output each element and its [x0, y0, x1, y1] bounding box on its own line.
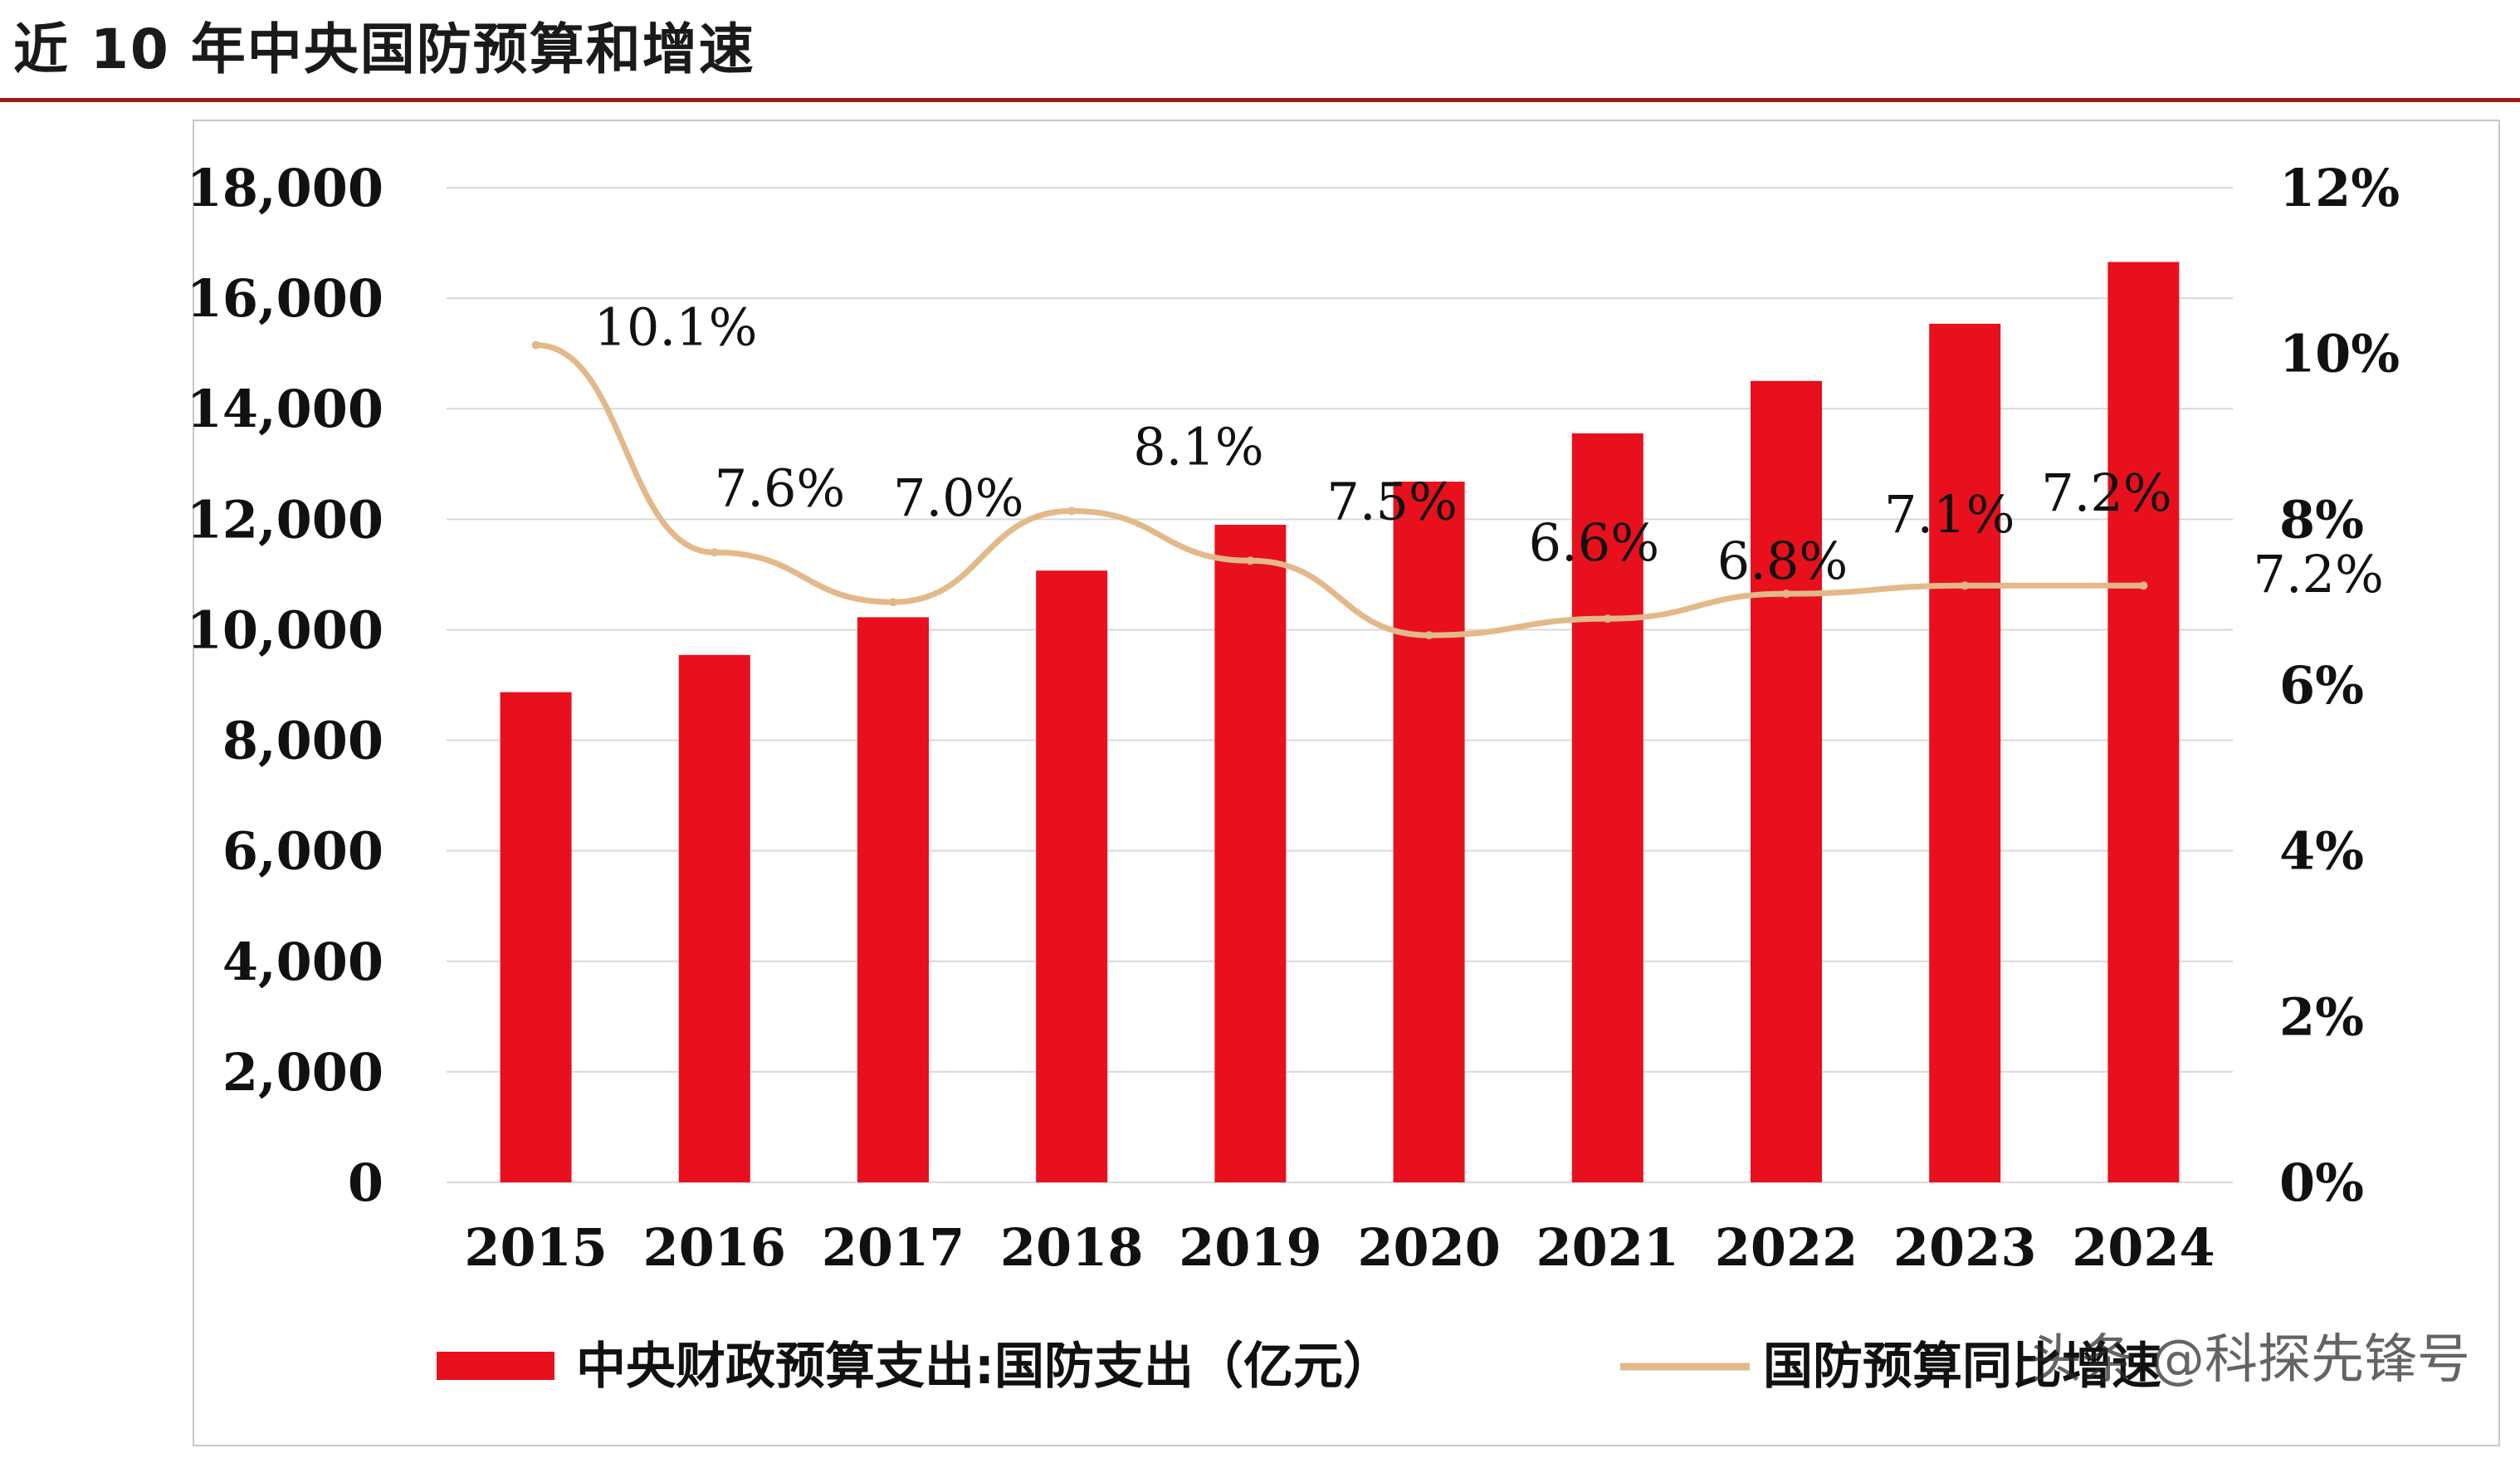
x-axis-tick: 2024	[2072, 1217, 2215, 1278]
left-axis-tick: 14,000	[187, 379, 383, 439]
left-axis-tick: 12,000	[187, 489, 383, 550]
right-axis-tick: 6%	[2279, 655, 2364, 716]
growth-point-2022	[1782, 590, 1790, 599]
x-axis-tick: 2022	[1715, 1217, 1858, 1278]
bar-2022	[1751, 380, 1822, 1182]
growth-point-2015	[531, 340, 540, 350]
growth-line	[535, 342, 2144, 638]
bar-2023	[1929, 323, 2001, 1183]
x-axis-tick: 2017	[822, 1217, 965, 1278]
watermark: 头条 @科探先锋号	[2028, 1329, 2470, 1391]
growth-label: 10.1%	[594, 297, 758, 358]
x-axis-tick: 2021	[1536, 1217, 1680, 1278]
growth-label: 8.1%	[1133, 416, 1264, 477]
growth-label: 7.2%	[2253, 544, 2384, 604]
right-axis-tick: 12%	[2279, 158, 2400, 218]
left-axis-tick: 2,000	[222, 1042, 383, 1103]
x-axis-tick: 2018	[1000, 1217, 1144, 1278]
growth-label: 7.5%	[1326, 471, 1458, 531]
growth-point-2019	[1246, 556, 1255, 565]
bar-2020	[1393, 482, 1465, 1182]
growth-label: 7.6%	[715, 457, 846, 518]
bar-2016	[678, 654, 750, 1182]
left-axis-tick: 0	[348, 1152, 383, 1213]
x-axis-tick: 2019	[1179, 1217, 1322, 1278]
left-axis-tick: 18,000	[187, 158, 383, 218]
right-axis-tick: 10%	[2279, 324, 2400, 384]
right-axis-tick: 4%	[2279, 821, 2364, 882]
bar-2018	[1036, 570, 1108, 1182]
right-axis-tick: 2%	[2279, 986, 2364, 1047]
legend-bar-label: 中央财政预算支出:国防支出（亿元）	[576, 1338, 1393, 1396]
growth-label: 6.8%	[1717, 531, 1848, 591]
growth-point-2023	[1961, 581, 1970, 590]
right-axis-tick: 8%	[2279, 489, 2364, 550]
growth-point-2018	[1067, 506, 1077, 516]
growth-point-2021	[1603, 614, 1612, 624]
legend-bar-swatch	[437, 1352, 554, 1380]
legend-line-label: 国防预算同比增速	[1763, 1338, 2161, 1396]
left-axis-tick: 16,000	[187, 268, 383, 329]
growth-label: 7.0%	[893, 467, 1024, 528]
growth-label: 6.6%	[1529, 512, 1660, 573]
growth-label: 7.2%	[2041, 462, 2172, 523]
x-axis-tick: 2023	[1893, 1217, 2037, 1278]
growth-point-2016	[710, 548, 719, 557]
left-axis-tick: 4,000	[222, 932, 383, 992]
chart-title: 近 10 年中央国防预算和增速	[13, 17, 755, 81]
growth-point-2017	[889, 598, 897, 607]
chart-frame	[193, 120, 2500, 1446]
bar-2019	[1214, 525, 1287, 1182]
bar-2015	[500, 692, 572, 1182]
bar-2017	[857, 617, 929, 1182]
growth-point-2020	[1424, 631, 1433, 640]
left-axis-tick: 10,000	[187, 599, 383, 660]
growth-label: 7.1%	[1884, 484, 2015, 545]
left-axis-tick: 6,000	[222, 821, 383, 882]
right-axis-tick: 0%	[2279, 1152, 2364, 1213]
title-rule	[0, 98, 2520, 102]
bar-2024	[2107, 262, 2180, 1182]
left-axis-tick: 8,000	[222, 711, 383, 771]
x-axis-tick: 2020	[1357, 1217, 1501, 1278]
bar-2021	[1571, 433, 1643, 1182]
growth-point-2024	[2139, 581, 2148, 590]
x-axis-tick: 2016	[643, 1217, 787, 1278]
x-axis-tick: 2015	[464, 1217, 608, 1278]
